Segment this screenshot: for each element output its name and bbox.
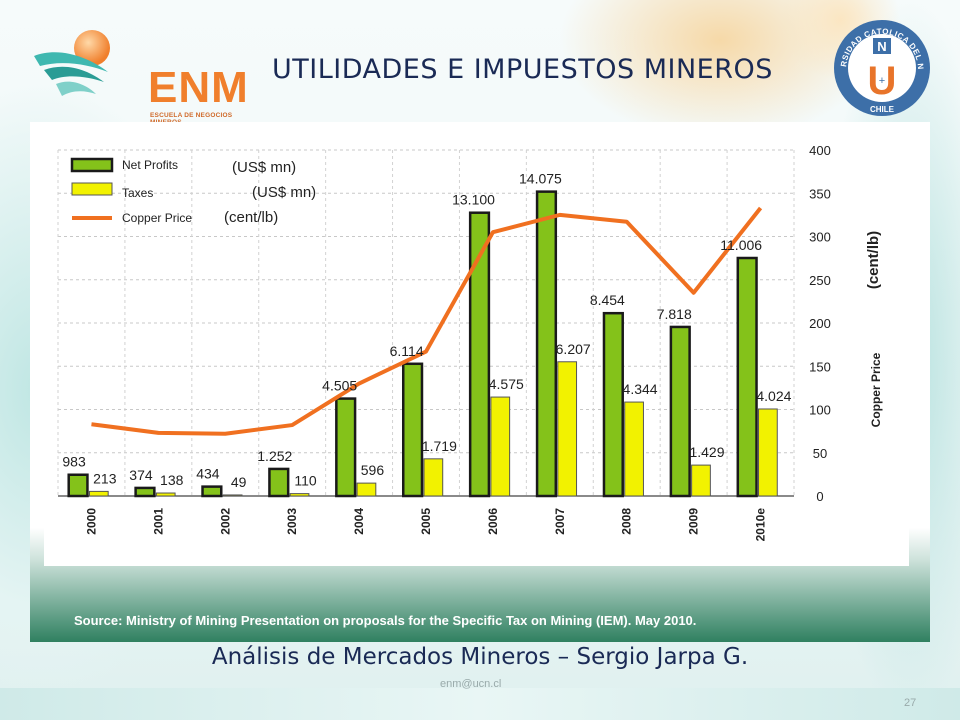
data-label-net-profits: 1.252 (257, 448, 292, 464)
data-label-net-profits: 11.006 (720, 237, 762, 253)
footer-email: enm@ucn.cl (440, 678, 502, 690)
seal-badge: N (877, 39, 886, 54)
bar-taxes (557, 361, 578, 497)
y-right-tick-label: 100 (809, 403, 831, 418)
data-label-net-profits: 8.454 (590, 292, 625, 308)
data-label-net-profits: 13.100 (452, 192, 495, 208)
x-tick-label: 2000 (84, 508, 98, 535)
data-label-net-profits: 14.075 (519, 171, 562, 187)
bar-net-profits (67, 473, 89, 498)
data-label-taxes: 596 (361, 462, 385, 478)
x-tick-label: 2005 (419, 508, 433, 535)
data-label-net-profits: 374 (129, 467, 153, 483)
bar-net-profits (268, 467, 290, 498)
bar-taxes (423, 458, 444, 497)
bar-net-profits (602, 311, 624, 498)
y-right-tick-label: 250 (809, 273, 831, 288)
bar-taxes (490, 396, 511, 497)
bar-taxes (356, 482, 377, 497)
x-tick-label: 2002 (218, 508, 232, 535)
data-label-net-profits: 4.505 (322, 378, 357, 394)
data-label-taxes: 1.429 (689, 444, 724, 460)
legend-unit-net-profits: (US$ mn) (232, 159, 296, 176)
bar-net-profits (669, 325, 691, 498)
y-right-tick-label: 50 (813, 446, 827, 461)
seal-country: CHILE (870, 105, 895, 114)
y-right-axis-label: Copper Price (869, 352, 883, 427)
university-seal-icon: UNIVERSIDAD CATOLICA DEL NORTE CHILE U N… (832, 18, 930, 116)
source-note: Source: Ministry of Mining Presentation … (74, 613, 697, 628)
bar-net-profits (201, 485, 223, 498)
data-label-taxes: 4.575 (489, 376, 524, 392)
legend-swatch-net-profits (70, 157, 114, 173)
bar-taxes (289, 493, 310, 497)
x-tick-label: 2009 (687, 508, 701, 535)
bar-taxes (155, 492, 176, 497)
x-tick-label: 2006 (486, 508, 500, 535)
x-tick-label: 2008 (620, 508, 634, 535)
data-label-taxes: 4.024 (756, 388, 791, 404)
bar-taxes (222, 494, 243, 497)
y-right-unit-label: (cent/lb) (865, 231, 882, 289)
data-label-net-profits: 7.818 (657, 306, 692, 322)
chart-area: 2000 2001 2002 2003 2004 2005 2006 2007 2008 2009… (44, 126, 909, 566)
bar-taxes (691, 464, 711, 497)
logo-text: ENM (148, 63, 249, 112)
y-right-tick-label: 400 (809, 143, 831, 158)
x-tick-label: 2004 (352, 508, 366, 535)
y-right-tick-label: 200 (809, 316, 831, 331)
page-number: 27 (904, 697, 917, 709)
legend-unit-copper-price: (cent/lb) (224, 209, 278, 226)
slide-title: UTILIDADES E IMPUESTOS MINEROS (272, 54, 773, 85)
data-label-taxes: 49 (231, 474, 247, 490)
x-tick-label: 2001 (151, 508, 165, 535)
data-label-net-profits: 6.114 (390, 343, 424, 359)
bar-net-profits (335, 397, 357, 498)
y-right-tick-label: 0 (816, 489, 823, 504)
legend-swatch-taxes (71, 182, 113, 196)
legend-label-taxes: Taxes (122, 186, 153, 200)
legend-label-net-profits: Net Profits (122, 158, 178, 172)
y-right-tick-label: 300 (809, 230, 831, 245)
data-label-taxes: 6.207 (556, 341, 591, 357)
enm-logo: ENM ESCUELA DE NEGOCIOS MINEROS (30, 26, 248, 126)
seal-letter: U (868, 59, 897, 103)
legend-unit-taxes: (US$ mn) (252, 184, 316, 201)
bar-taxes (624, 401, 644, 497)
chart-svg: 2000 2001 2002 2003 2004 2005 2006 2007 2008 2009… (57, 143, 883, 542)
data-label-taxes: 1.719 (422, 438, 457, 454)
data-label-net-profits: 983 (62, 454, 86, 470)
svg-text:+: + (879, 75, 885, 87)
bar-taxes (88, 490, 109, 497)
bar-net-profits (535, 190, 558, 498)
x-tick-label: 2003 (285, 508, 299, 535)
data-label-taxes: 138 (160, 472, 184, 488)
legend-label-copper-price: Copper Price (122, 211, 192, 225)
data-label-taxes: 110 (294, 473, 317, 489)
x-tick-label: 2010e (754, 508, 768, 542)
data-label-net-profits: 434 (196, 466, 220, 482)
copper-price-line (91, 206, 763, 436)
data-label-taxes: 213 (93, 470, 117, 486)
bar-net-profits (736, 256, 758, 498)
bar-net-profits (402, 362, 424, 498)
y-right-tick-label: 150 (809, 359, 831, 374)
x-tick-label: 2007 (553, 508, 567, 535)
bar-taxes (758, 408, 778, 497)
bar-net-profits (468, 211, 491, 498)
data-label-taxes: 4.344 (623, 381, 658, 397)
bar-net-profits (134, 486, 156, 498)
slide-footer: Análisis de Mercados Mineros – Sergio Ja… (211, 644, 749, 670)
y-right-tick-label: 350 (809, 186, 831, 201)
enm-logo-emblem-icon (34, 30, 110, 96)
